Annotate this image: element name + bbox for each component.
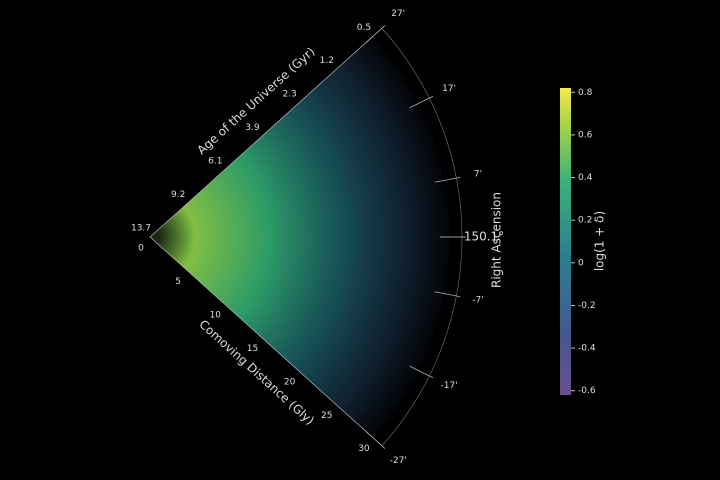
theta-tick-label: 27' (391, 9, 405, 19)
r-tick-label: 20 (284, 377, 296, 387)
age-tick-label: 3.9 (245, 123, 260, 133)
age-tick-label: 6.1 (208, 157, 222, 167)
wedge-edge (149, 236, 374, 438)
colorbar-tick-label: 0 (578, 258, 584, 268)
age-tick-label: 2.3 (282, 90, 296, 100)
colorbar-tick-label: -0.2 (578, 301, 596, 311)
colorbar-tick-label: 0.2 (578, 216, 592, 226)
colorbar (560, 88, 571, 395)
colorbar-tick-label: -0.4 (578, 344, 596, 354)
age-tick-label: 1.2 (320, 56, 334, 66)
r-tick-label: 25 (321, 411, 332, 421)
theta-tick (409, 365, 434, 379)
theta-tick-label: 17' (442, 84, 456, 94)
density-field (150, 36, 450, 438)
colorbar-tick-label: -0.6 (578, 386, 596, 396)
theta-tick-label: -7' (472, 296, 483, 306)
theta-tick-label: -17' (440, 381, 457, 391)
r-tick-label: 15 (247, 344, 258, 354)
colorbar-tick-label: 0.4 (578, 173, 593, 183)
theta-tick (434, 176, 461, 183)
age-tick-label: 0.5 (357, 23, 371, 33)
theta-tick (365, 430, 386, 449)
theta-tick-label: -27' (390, 456, 407, 466)
r-tick-label: 5 (175, 277, 181, 287)
r-tick-label: 0 (138, 244, 144, 254)
theta-axis-label: Right Ascension (490, 192, 504, 288)
theta-tick (365, 25, 386, 44)
r-tick-label: 10 (210, 310, 222, 320)
r-tick-label: 30 (358, 444, 370, 454)
wedge-edge (149, 36, 374, 238)
theta-tick (409, 95, 434, 109)
colorbar-tick-label: 0.6 (578, 130, 593, 140)
theta-tick-label: 7' (474, 169, 482, 179)
theta-tick-label: 150.1° (464, 230, 504, 244)
age-tick-label: 13.7 (131, 224, 151, 234)
age-tick-label: 9.2 (171, 190, 185, 200)
colorbar-label: log(1 + δ) (593, 211, 607, 271)
colorbar-tick-label: 0.8 (578, 88, 593, 98)
theta-tick (434, 291, 461, 298)
